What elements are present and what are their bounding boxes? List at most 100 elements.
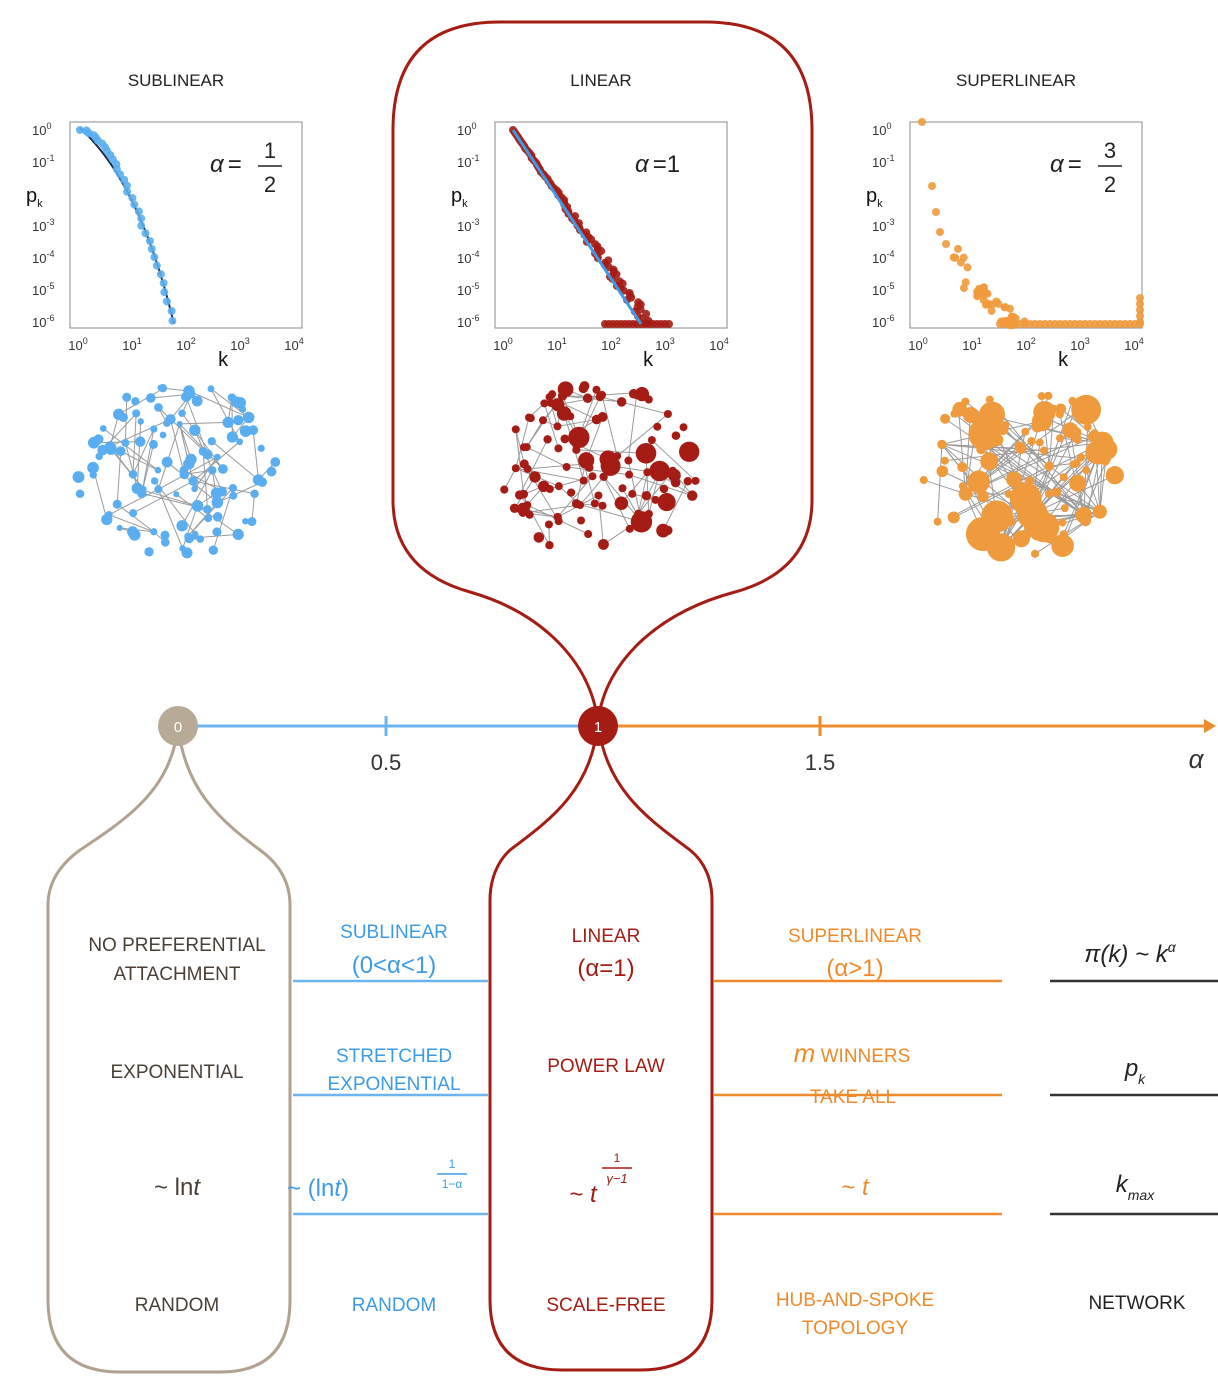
label-sub: k <box>462 198 468 210</box>
node <box>228 393 237 402</box>
node <box>154 403 163 412</box>
cell: HUB-AND-SPOKE <box>776 1290 934 1311</box>
x-tick-label: 104 <box>709 336 728 353</box>
cell: ATTACHMENT <box>113 964 240 985</box>
edge <box>212 441 259 480</box>
node <box>204 514 212 522</box>
node <box>1015 443 1026 454</box>
y-tick-label: 10-3 <box>457 217 479 234</box>
sample-point <box>137 214 145 222</box>
tick-base: 10 <box>32 283 46 298</box>
sample-point <box>137 222 145 230</box>
node <box>188 476 198 486</box>
node <box>203 449 213 459</box>
node <box>209 545 218 554</box>
node <box>161 538 170 547</box>
node <box>598 539 609 550</box>
x-tick-label: 100 <box>493 336 512 353</box>
node <box>555 517 563 525</box>
x-tick-label: 101 <box>962 336 981 353</box>
node <box>208 385 215 392</box>
node <box>671 478 681 488</box>
node <box>162 457 173 468</box>
node <box>129 509 137 517</box>
tick-base: 10 <box>872 283 886 298</box>
node <box>1051 487 1061 497</box>
sample-point <box>1136 318 1144 326</box>
node <box>980 452 998 470</box>
node <box>577 517 585 525</box>
x-tick-label: 101 <box>122 336 141 353</box>
sample-point <box>954 245 962 253</box>
tick-exp: 0 <box>471 121 476 131</box>
tick-base: 10 <box>872 251 886 266</box>
node <box>592 415 602 425</box>
node <box>1056 434 1064 442</box>
tick-base: 10 <box>230 338 244 353</box>
tick-exp: 2 <box>616 336 621 346</box>
alpha-num: 1 <box>264 138 276 163</box>
tick-exp: -4 <box>886 249 894 259</box>
node <box>97 445 108 456</box>
y-axis-label: pk <box>26 185 43 210</box>
edge <box>600 397 668 414</box>
node <box>253 474 264 485</box>
panel-title: SUPERLINEAR <box>956 71 1076 90</box>
sample-point <box>665 320 673 328</box>
cell-part: m <box>794 1038 816 1068</box>
node <box>267 467 277 477</box>
node <box>239 406 246 413</box>
x-tick-label: 102 <box>1016 336 1035 353</box>
x-tick-label: 100 <box>908 336 927 353</box>
cell: (α=1) <box>577 955 634 982</box>
node <box>594 491 602 499</box>
label-main: p <box>866 185 877 207</box>
random-column: NO PREFERENTIAL ATTACHMENT EXPONENTIAL ~… <box>88 935 265 1316</box>
node <box>546 393 554 401</box>
node <box>1106 466 1124 484</box>
node <box>524 465 532 473</box>
network <box>500 381 699 550</box>
fit-line <box>513 130 641 324</box>
node <box>957 462 967 472</box>
sample-point <box>951 254 959 262</box>
node <box>669 467 677 475</box>
node <box>687 490 697 500</box>
node <box>529 471 540 482</box>
tick-exp: 0 <box>923 336 928 346</box>
cell: SCALE-FREE <box>546 1295 665 1316</box>
node <box>591 499 599 507</box>
tick-base: 10 <box>709 338 723 353</box>
axis-label: 1 <box>594 719 602 736</box>
x-axis-label: k <box>1058 349 1069 371</box>
node <box>1021 428 1029 436</box>
sample-point <box>135 207 143 215</box>
node <box>615 496 629 510</box>
tick-base: 10 <box>872 123 886 138</box>
x-tick-label: 103 <box>1070 336 1089 353</box>
alpha-eq: =1 <box>653 151 680 178</box>
cell-part: max <box>1128 1187 1155 1203</box>
node <box>185 454 196 465</box>
networks <box>73 381 1124 561</box>
tick-exp: 1 <box>562 336 567 346</box>
tick-base: 10 <box>32 315 46 330</box>
node <box>214 454 221 461</box>
y-tick-label: 10-4 <box>32 249 54 266</box>
node <box>934 518 942 526</box>
node <box>567 488 575 496</box>
node <box>948 511 960 523</box>
node <box>512 425 520 433</box>
y-tick-label: 100 <box>872 121 891 138</box>
sample-point <box>1000 303 1008 311</box>
tick-exp: 0 <box>508 336 513 346</box>
x-tick-label: 100 <box>68 336 87 353</box>
label-main: p <box>451 185 462 207</box>
tick-base: 10 <box>908 338 922 353</box>
node <box>975 435 983 443</box>
node <box>155 467 162 474</box>
node <box>660 485 669 494</box>
tick-exp: 4 <box>1139 336 1144 346</box>
cell: POWER LAW <box>547 1056 665 1077</box>
network <box>73 384 281 558</box>
